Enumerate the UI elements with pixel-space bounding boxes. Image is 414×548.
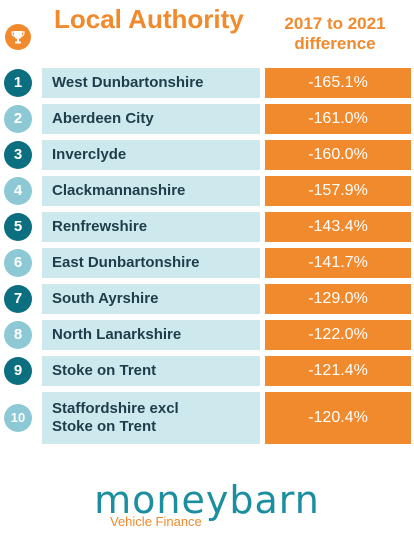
authority-name: North Lanarkshire (42, 320, 260, 350)
difference-value: -143.4% (265, 212, 411, 242)
table-row: 4 Clackmannanshire -157.9% (0, 176, 414, 206)
difference-value: -120.4% (265, 392, 411, 444)
difference-value: -157.9% (265, 176, 411, 206)
difference-value: -121.4% (265, 356, 411, 386)
authority-name: South Ayrshire (42, 284, 260, 314)
table-row: 3 Inverclyde -160.0% (0, 140, 414, 170)
header: Local Authority 2017 to 2021 difference (0, 0, 414, 68)
authority-name: Clackmannanshire (42, 176, 260, 206)
difference-value: -161.0% (265, 104, 411, 134)
rank-badge: 8 (4, 321, 32, 349)
difference-heading: 2017 to 2021 difference (284, 14, 386, 53)
rank-badge: 2 (4, 105, 32, 133)
difference-value: -165.1% (265, 68, 411, 98)
authority-name: West Dunbartonshire (42, 68, 260, 98)
rank-badge: 10 (4, 404, 32, 432)
authority-name: Stoke on Trent (42, 356, 260, 386)
difference-value: -141.7% (265, 248, 411, 278)
difference-value: -129.0% (265, 284, 411, 314)
table-row: 6 East Dunbartonshire -141.7% (0, 248, 414, 278)
rank-badge: 9 (4, 357, 32, 385)
table-row: 5 Renfrewshire -143.4% (0, 212, 414, 242)
rank-badge: 7 (4, 285, 32, 313)
rank-badge: 5 (4, 213, 32, 241)
authority-name: Staffordshire excl Stoke on Trent (42, 392, 260, 444)
table-row: 1 West Dunbartonshire -165.1% (0, 68, 414, 98)
authority-name: Aberdeen City (42, 104, 260, 134)
difference-value: -122.0% (265, 320, 411, 350)
trophy-icon (5, 24, 31, 50)
authority-name: East Dunbartonshire (42, 248, 260, 278)
authority-name: Inverclyde (42, 140, 260, 170)
table-row: 8 North Lanarkshire -122.0% (0, 320, 414, 350)
logo-wordmark: moneybarn (94, 478, 320, 522)
moneybarn-logo: moneybarn Vehicle Finance (0, 478, 414, 529)
logo-tagline: Vehicle Finance (110, 514, 202, 529)
rank-badge: 6 (4, 249, 32, 277)
authority-name: Renfrewshire (42, 212, 260, 242)
rank-badge: 3 (4, 141, 32, 169)
rank-badge: 4 (4, 177, 32, 205)
local-authority-heading: Local Authority (54, 4, 244, 34)
table-row: 2 Aberdeen City -161.0% (0, 104, 414, 134)
rank-badge: 1 (4, 69, 32, 97)
difference-value: -160.0% (265, 140, 411, 170)
table-row: 7 South Ayrshire -129.0% (0, 284, 414, 314)
table-row: 10 Staffordshire excl Stoke on Trent -120.… (0, 392, 414, 444)
table-row: 9 Stoke on Trent -121.4% (0, 356, 414, 386)
